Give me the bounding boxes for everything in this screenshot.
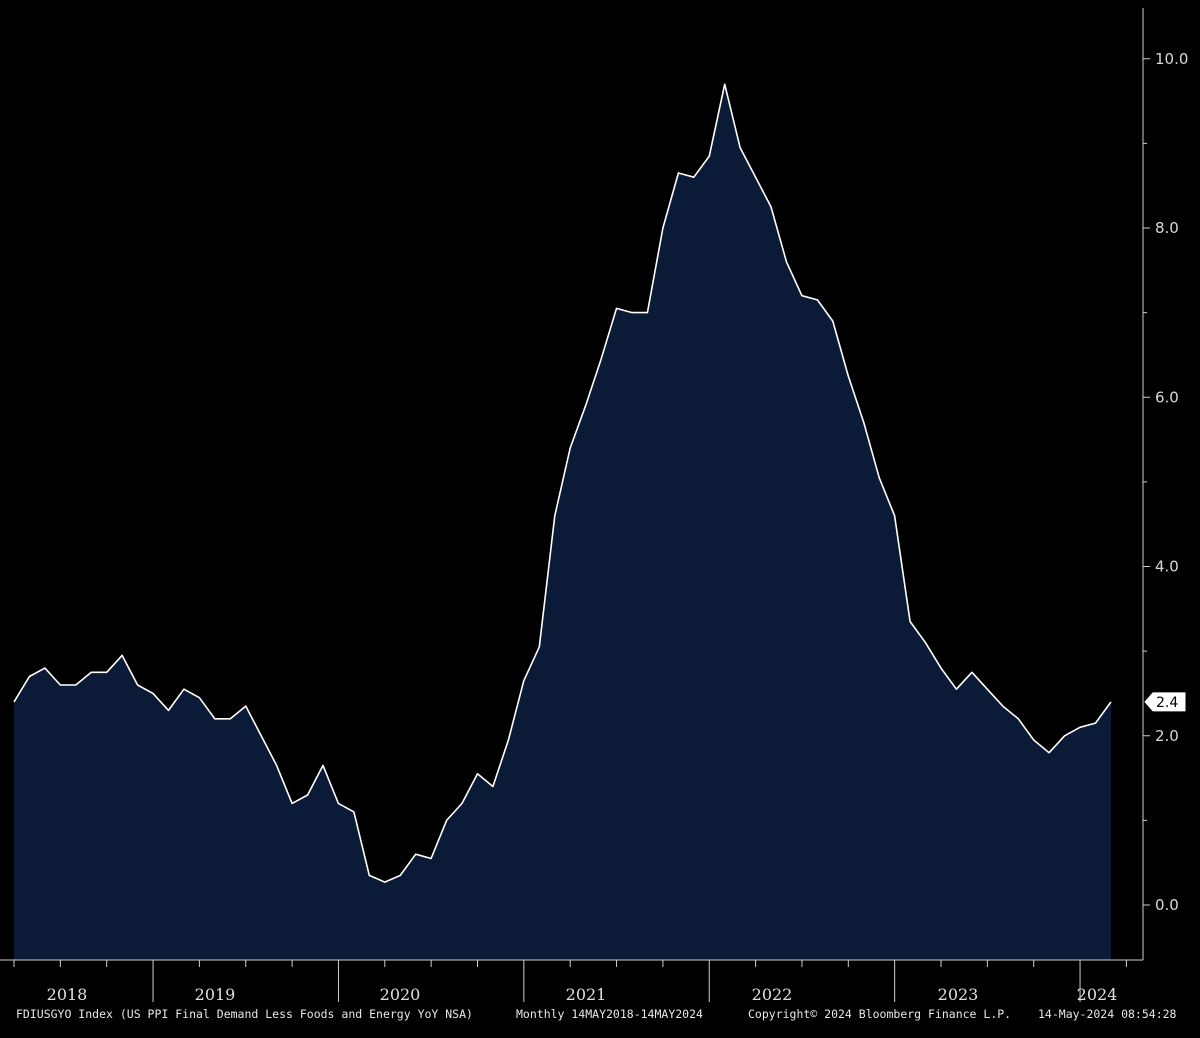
area-fill — [14, 84, 1111, 960]
y-tick-label: 0.0 — [1155, 896, 1179, 914]
y-tick-label: 8.0 — [1155, 219, 1179, 237]
y-tick-label: 6.0 — [1155, 388, 1179, 406]
footer-copyright: Copyright© 2024 Bloomberg Finance L.P. — [748, 1007, 1012, 1021]
footer-range: Monthly 14MAY2018-14MAY2024 — [516, 1007, 703, 1021]
x-tick-label: 2021 — [566, 985, 607, 1004]
x-tick-label: 2019 — [195, 985, 236, 1004]
y-tick-label: 4.0 — [1155, 558, 1179, 576]
y-tick-label: 10.0 — [1155, 50, 1188, 68]
footer-description: FDIUSGYO Index (US PPI Final Demand Less… — [16, 1007, 473, 1021]
last-value-box — [1144, 692, 1186, 712]
x-tick-label: 2024 — [1077, 985, 1118, 1004]
series-line — [13, 83, 1112, 883]
x-tick-label: 2022 — [752, 985, 793, 1004]
x-tick-label: 2023 — [938, 985, 979, 1004]
chart-footer: FDIUSGYO Index (US PPI Final Demand Less… — [0, 1007, 1200, 1027]
plot-area — [13, 83, 1112, 960]
y-tick-label: 2.0 — [1155, 727, 1179, 745]
footer-timestamp: 14-May-2024 08:54:28 — [1038, 1007, 1177, 1021]
x-tick-label: 2020 — [380, 985, 421, 1004]
x-tick-label: 2018 — [47, 985, 88, 1004]
y-axis: 0.0 2.0 4.0 6.0 8.0 10.0 — [1142, 8, 1188, 960]
last-value-label: 2.4 — [1156, 695, 1178, 711]
x-axis: 2018 2019 2020 2021 2022 2023 2024 — [0, 959, 1143, 1004]
last-value-marker: 2.4 — [1144, 692, 1186, 712]
